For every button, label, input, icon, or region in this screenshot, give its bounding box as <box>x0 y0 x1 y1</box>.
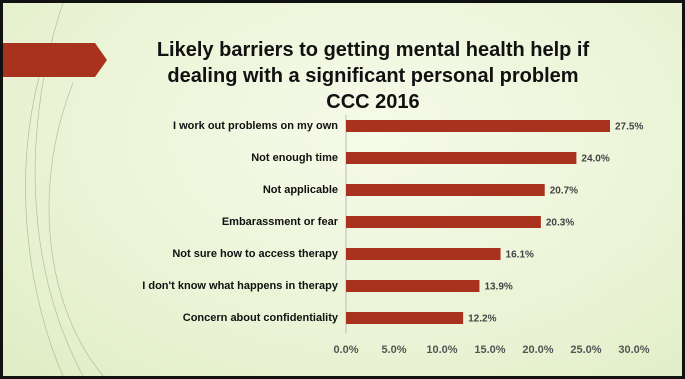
x-tick-label: 0.0% <box>333 344 358 356</box>
y-tick-label: I work out problems on my own <box>173 120 338 132</box>
title-block: Likely barriers to getting mental health… <box>113 37 633 115</box>
bar <box>346 216 541 228</box>
x-tick-label: 25.0% <box>570 344 601 356</box>
value-label: 16.1% <box>506 250 534 261</box>
x-tick-label: 20.0% <box>522 344 553 356</box>
chart: 0.0% 5.0% 10.0% 15.0% 20.0% 25.0% 30.0% I work … <box>3 3 650 376</box>
value-label: 20.3% <box>546 218 574 229</box>
bar <box>346 184 545 196</box>
bar <box>346 152 577 164</box>
bar <box>346 248 501 260</box>
value-label: 13.9% <box>484 282 512 293</box>
x-tick-label: 15.0% <box>474 344 505 356</box>
y-tick-label: I don't know what happens in therapy <box>142 280 339 292</box>
y-tick-label: Concern about confidentiality <box>183 312 339 324</box>
value-label: 12.2% <box>468 314 496 325</box>
y-tick-label: Not applicable <box>263 184 338 196</box>
y-tick-label: Not enough time <box>251 152 338 164</box>
y-tick-label: Not sure how to access therapy <box>172 248 339 260</box>
x-tick-label: 30.0% <box>618 344 649 356</box>
value-label: 20.7% <box>550 186 578 197</box>
x-tick-label: 5.0% <box>381 344 406 356</box>
x-tick-label: 10.0% <box>426 344 457 356</box>
bar <box>346 120 610 132</box>
value-label: 24.0% <box>581 154 609 165</box>
y-tick-label: Embarassment or fear <box>222 216 339 228</box>
chart-title: Likely barriers to getting mental health… <box>156 39 590 87</box>
bar <box>346 280 480 292</box>
bar <box>346 312 464 324</box>
chart-subtitle: CCC 2016 <box>326 91 420 113</box>
accent-arrow <box>3 43 107 77</box>
value-label: 27.5% <box>615 122 643 133</box>
